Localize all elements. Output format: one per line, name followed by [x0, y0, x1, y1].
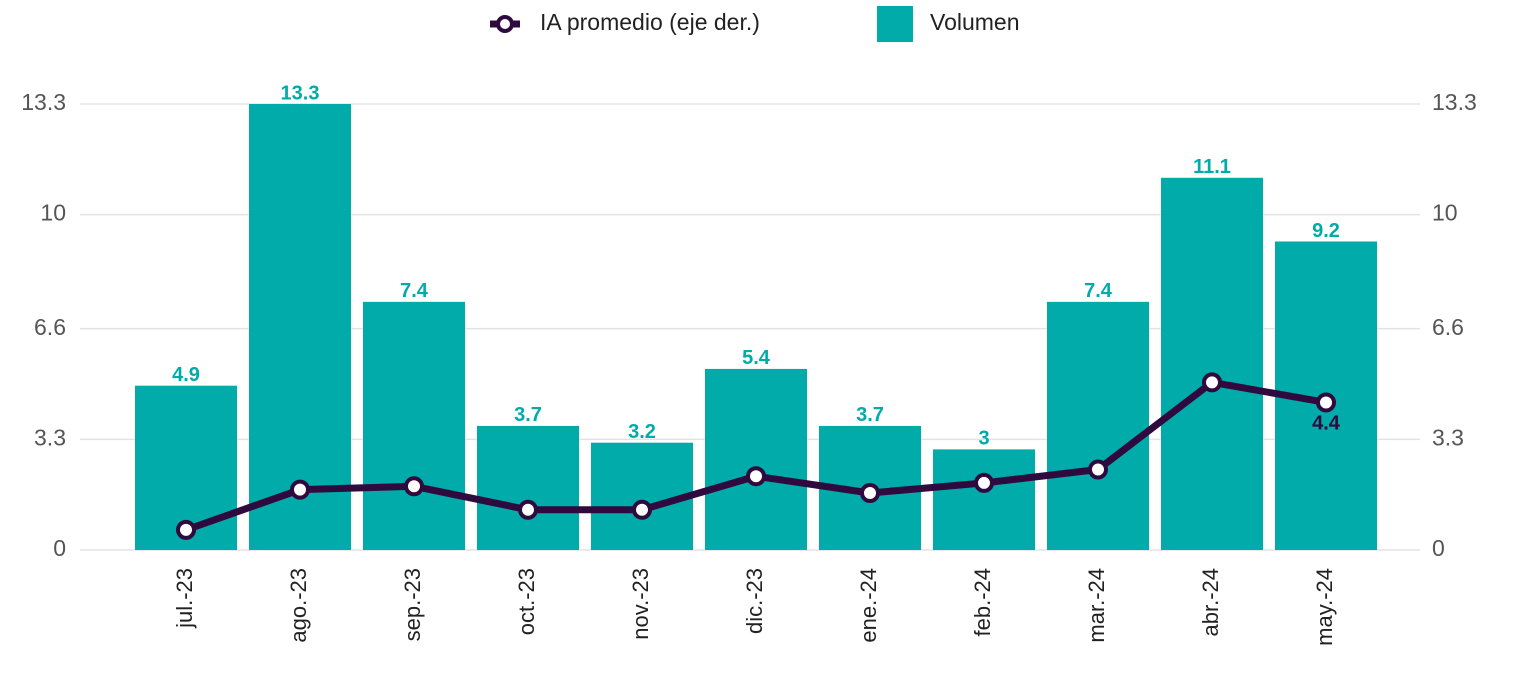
- y2-tick-label: 10: [1432, 200, 1458, 226]
- x-tick-label: sep.-23: [400, 568, 425, 641]
- y2-tick-label: 6.6: [1432, 314, 1464, 340]
- line-point: [860, 482, 880, 503]
- x-tick-label: oct.-23: [514, 568, 539, 635]
- bar-label: 9.2: [1312, 220, 1340, 242]
- line-point: [1088, 459, 1108, 480]
- bar-label: 13.3: [281, 82, 320, 104]
- y2-tick-label: 3.3: [1432, 424, 1464, 450]
- line-point: [176, 519, 196, 540]
- legend-label: Volumen: [930, 9, 1020, 35]
- bar: [1161, 177, 1263, 551]
- bar-label: 7.4: [400, 280, 429, 302]
- x-tick-label: jul.-23: [172, 568, 197, 629]
- bar-label: 7.4: [1084, 280, 1113, 302]
- line-point: [1316, 392, 1336, 413]
- bar-label: 5.4: [742, 347, 771, 369]
- line-point: [974, 472, 994, 493]
- line-point: [1202, 372, 1222, 393]
- line-point: [404, 476, 424, 497]
- x-tick-label: abr.-24: [1198, 568, 1223, 637]
- bar-label: 3: [978, 428, 989, 450]
- legend-marker: [496, 15, 514, 33]
- y-tick-label: 6.6: [34, 314, 66, 340]
- x-tick-label: dic.-23: [742, 568, 767, 634]
- bar: [477, 425, 579, 550]
- legend-swatch: [877, 6, 913, 42]
- y2-tick-label: 13.3: [1432, 89, 1477, 115]
- line-point: [746, 466, 766, 487]
- bar: [933, 449, 1035, 550]
- legend-label: IA promedio (eje der.): [540, 9, 760, 35]
- x-tick-label: ene.-24: [856, 568, 881, 643]
- x-tick-label: nov.-23: [628, 568, 653, 640]
- x-tick-label: ago.-23: [286, 568, 311, 643]
- line-point: [518, 499, 538, 520]
- bar-label: 3.7: [514, 404, 542, 426]
- line-label: 4.4: [1312, 413, 1341, 435]
- bar-label: 3.7: [856, 404, 884, 426]
- y-tick-label: 3.3: [34, 424, 66, 450]
- bar: [1047, 301, 1149, 550]
- bar-label: 11.1: [1193, 156, 1231, 178]
- x-tick-label: feb.-24: [970, 568, 995, 637]
- x-tick-label: mar.-24: [1084, 568, 1109, 643]
- y-tick-label: 10: [40, 200, 66, 226]
- bar: [249, 104, 351, 550]
- bar: [363, 301, 465, 550]
- y2-tick-label: 0: [1432, 535, 1445, 561]
- bar-label: 4.9: [172, 364, 200, 386]
- bar-label: 3.2: [628, 421, 656, 443]
- bar: [705, 368, 807, 550]
- line-point: [632, 499, 652, 520]
- y-tick-label: 0: [53, 535, 66, 561]
- y-tick-label: 13.3: [21, 89, 66, 115]
- line-point: [290, 479, 310, 500]
- x-tick-label: may.-24: [1312, 568, 1337, 646]
